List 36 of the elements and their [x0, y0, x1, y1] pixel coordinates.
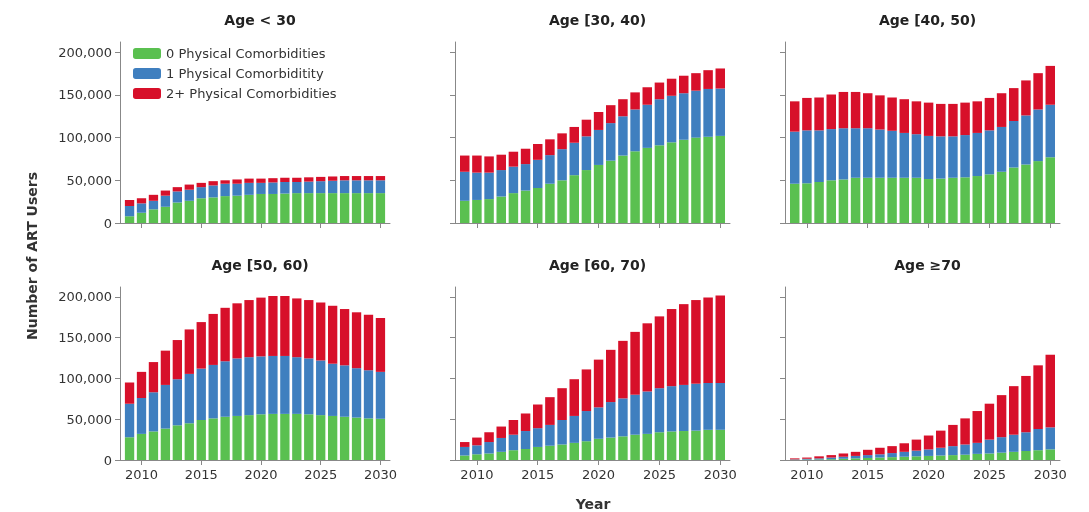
- y-tick-label: 150,000: [58, 330, 112, 346]
- legend-label: 1 Physical Comorbiditity: [166, 66, 324, 81]
- y-tick-label: 0: [103, 452, 112, 468]
- y-tick-label: 0: [103, 215, 112, 231]
- x-tick-label: 2010: [790, 467, 824, 482]
- x-tick-label: 2030: [703, 467, 737, 482]
- y-tick-label: 200,000: [58, 289, 112, 305]
- chart-title: Age [40, 50): [878, 12, 977, 28]
- x-tick-label: 2020: [244, 467, 278, 482]
- x-tick-label: 2025: [304, 467, 338, 482]
- y-axis-title: Number of ART Users: [24, 172, 40, 340]
- x-tick-label: 2015: [521, 467, 555, 482]
- x-tick-label: 2025: [642, 467, 676, 482]
- chart-title: Age [50, 60): [211, 257, 309, 273]
- x-tick-label: 2025: [972, 467, 1006, 482]
- x-tick-label: 2010: [460, 467, 494, 482]
- x-tick-label: 2020: [912, 467, 946, 482]
- y-tick-label: 150,000: [58, 87, 112, 103]
- chart-title: Age < 30: [224, 12, 296, 28]
- x-tick-label: 2015: [184, 467, 218, 482]
- y-tick-label: 50,000: [66, 411, 112, 427]
- x-tick-label: 2010: [124, 467, 159, 482]
- y-tick-label: 200,000: [58, 44, 112, 60]
- y-tick-label: 100,000: [58, 370, 112, 386]
- legend-label: 0 Physical Comorbidities: [166, 46, 326, 61]
- legend-label: 2+ Physical Comorbidities: [166, 86, 337, 101]
- chart-title: Age [60, 70): [548, 257, 647, 273]
- y-tick-label: 100,000: [58, 130, 112, 146]
- x-tick-label: 2030: [363, 467, 397, 482]
- x-axis-title: Year: [575, 496, 611, 512]
- x-tick-label: 2020: [582, 467, 616, 482]
- chart-title: Age [30, 40): [548, 12, 647, 28]
- x-tick-label: 2015: [851, 467, 885, 482]
- x-tick-label: 2030: [1033, 467, 1067, 482]
- chart-title: Age ≥70: [894, 257, 961, 273]
- y-tick-label: 50,000: [66, 172, 112, 188]
